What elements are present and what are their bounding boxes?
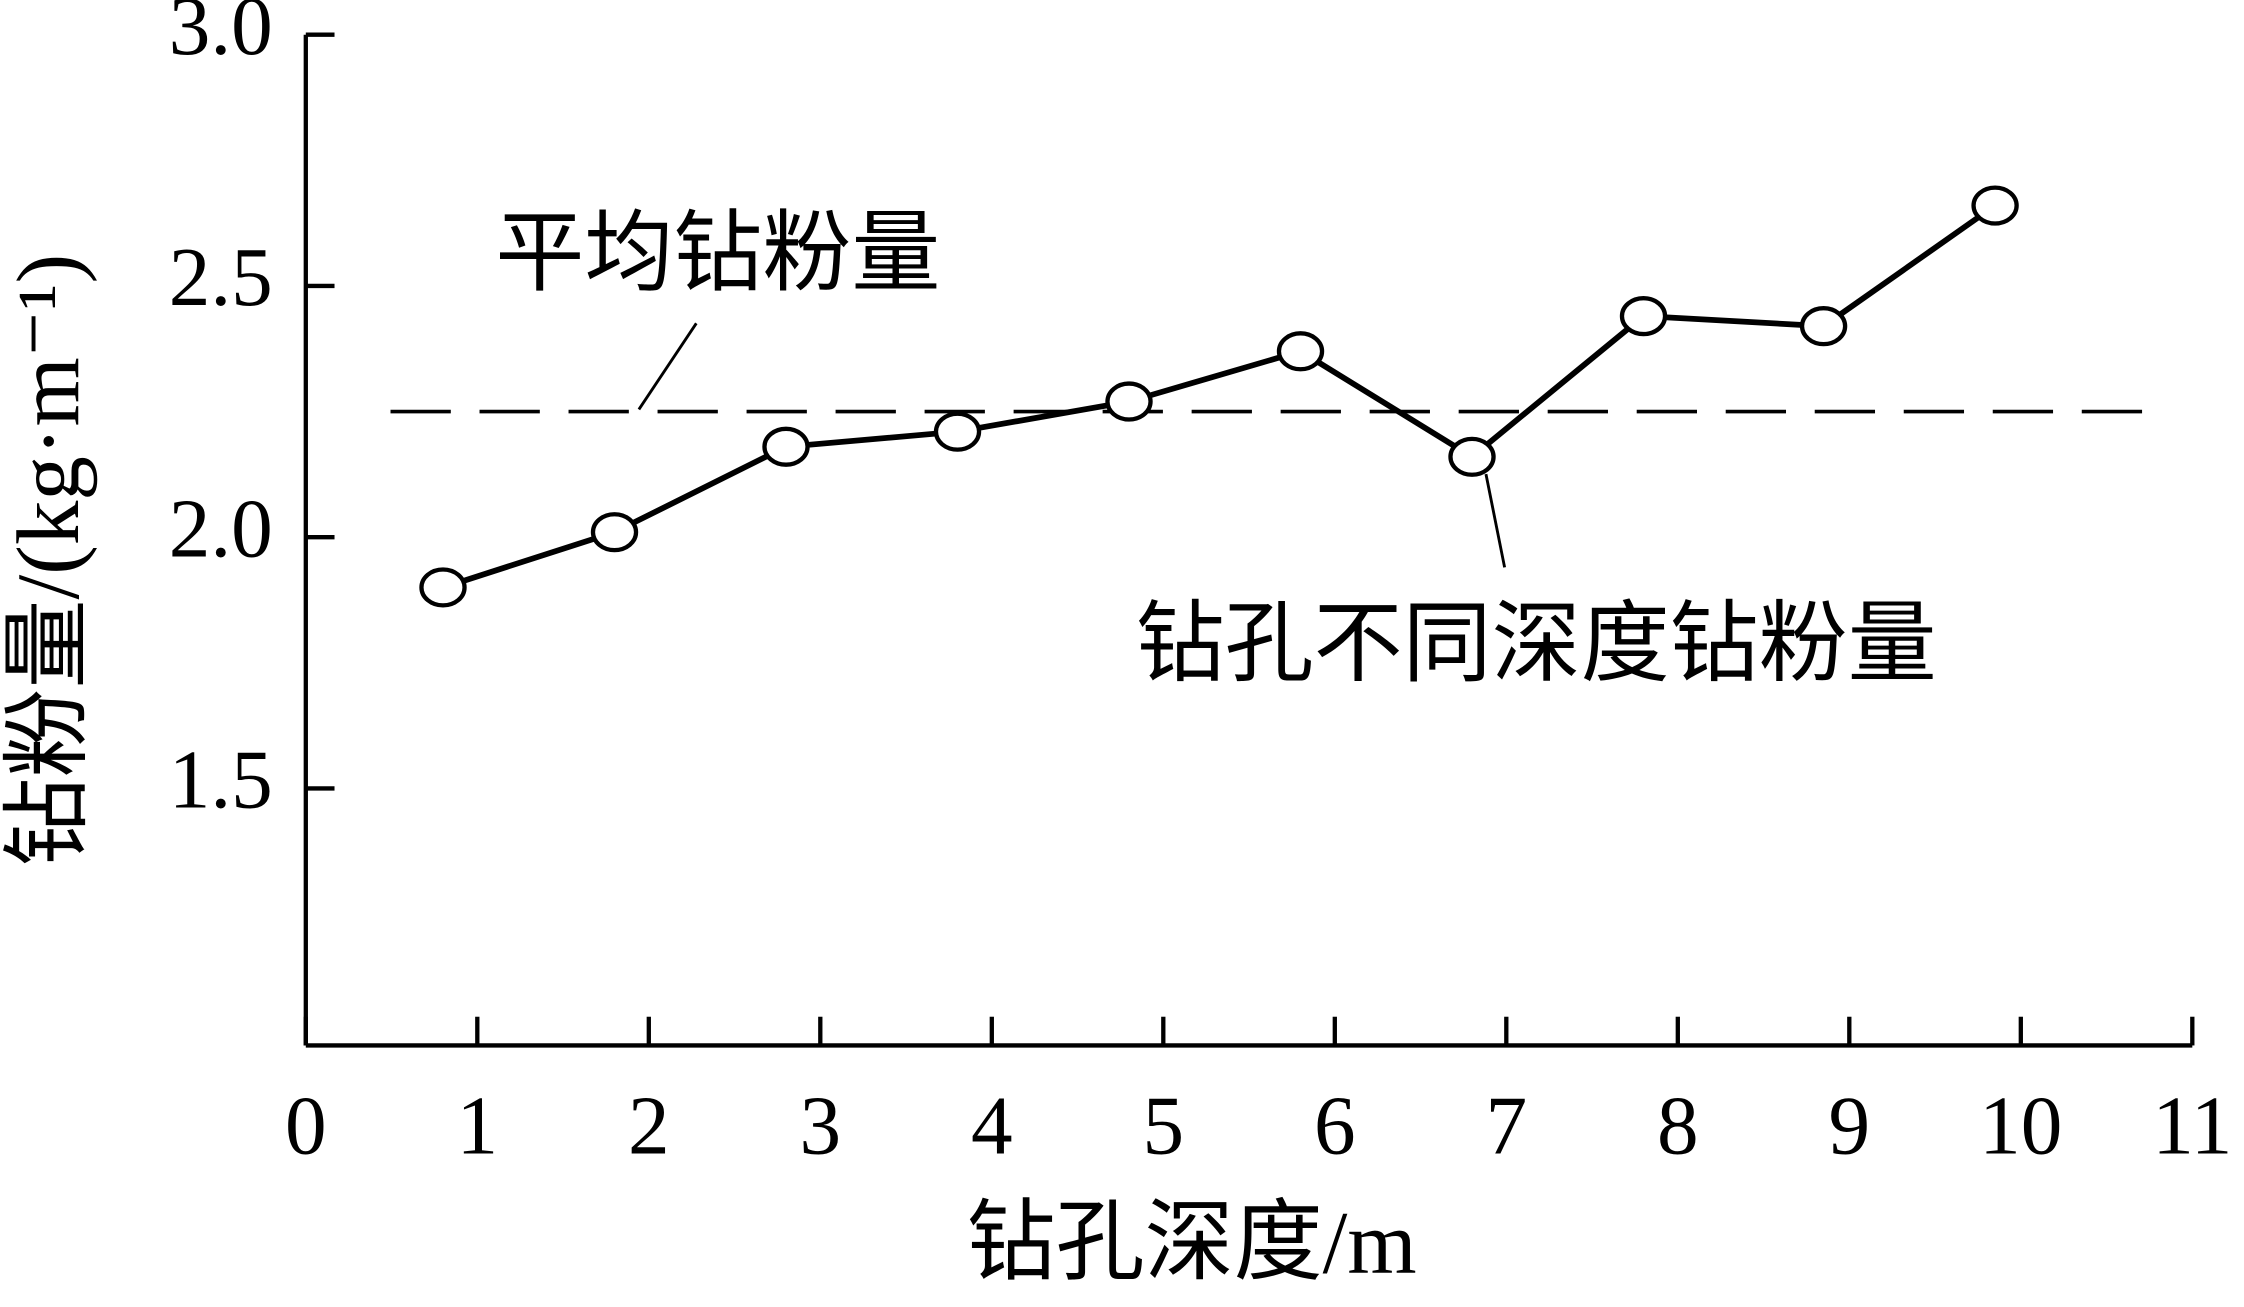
x-tick-label: 1 (456, 1081, 498, 1173)
x-tick-label: 11 (2152, 1081, 2232, 1173)
y-tick-label: 1.5 (169, 735, 273, 827)
marker (1448, 436, 1496, 477)
marker (1971, 185, 2019, 226)
marker (1619, 296, 1668, 337)
x-tick-label: 4 (971, 1081, 1013, 1173)
y-tick-label: 2.0 (169, 483, 273, 575)
marker (1276, 331, 1325, 372)
x-axis-title: 钻孔深度/m (967, 1195, 1417, 1293)
marker (933, 411, 982, 452)
x-tick-label: 2 (628, 1081, 670, 1173)
marker (1105, 381, 1153, 422)
series-label: 钻孔不同深度钻粉量 (1136, 596, 1937, 694)
marker (762, 426, 810, 467)
reference-label: 平均钻粉量 (495, 205, 940, 303)
y-axis-title: 钻粉量/(kg·m⁻¹) (0, 254, 98, 867)
x-tick-label: 10 (1979, 1081, 2062, 1173)
x-tick-label: 6 (1314, 1081, 1356, 1173)
marker (1799, 306, 1848, 347)
marker (419, 567, 467, 608)
leader-line (1484, 473, 1507, 568)
marker (590, 512, 639, 553)
x-tick-label: 9 (1828, 1081, 1870, 1173)
x-tick-label: 8 (1657, 1081, 1699, 1173)
series-line (442, 203, 1997, 591)
x-tick-label: 7 (1485, 1081, 1527, 1173)
x-tick-label: 3 (799, 1081, 841, 1173)
y-tick-label: 2.5 (169, 232, 273, 324)
x-tick-label: 5 (1142, 1081, 1184, 1173)
y-tick-label: 3.0 (169, 0, 273, 73)
leader-line (637, 322, 698, 411)
x-tick-label: 0 (285, 1081, 327, 1173)
